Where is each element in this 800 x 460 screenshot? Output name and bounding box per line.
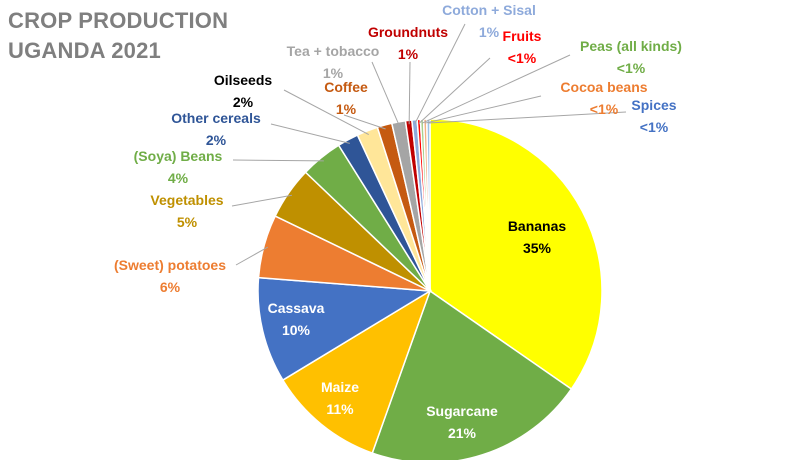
slice-name-other-cereals: Other cereals xyxy=(171,110,261,126)
slice-name-bananas: Bananas xyxy=(508,218,567,234)
leader-line-sweet-potatoes xyxy=(235,246,269,266)
leader-line-soya-beans xyxy=(232,159,324,162)
slice-name-groundnuts: Groundnuts xyxy=(368,24,448,40)
slice-value-oilseeds: 2% xyxy=(233,94,254,110)
slice-label-fruits: Fruits <1% xyxy=(503,28,542,66)
pie-slice-cassava xyxy=(257,276,433,382)
chart-title: CROP PRODUCTION UGANDA 2021 xyxy=(8,8,229,63)
leader-line-tea-tobacco xyxy=(371,61,400,127)
slice-value-other-cereals: 2% xyxy=(206,132,227,148)
slice-value-fruits: <1% xyxy=(508,50,537,66)
slice-value-spices: <1% xyxy=(640,119,669,135)
slice-value-soya-beans: 4% xyxy=(168,170,189,186)
leader-line-peas-all-kinds xyxy=(421,54,571,124)
slice-value-bananas: 35% xyxy=(523,240,552,256)
leader-line-other-cereals xyxy=(270,123,350,144)
slice-name-peas-all-kinds: Peas (all kinds) xyxy=(580,38,682,54)
slice-name-cassava: Cassava xyxy=(268,300,325,316)
leader-line-coffee xyxy=(343,114,386,130)
slice-value-maize: 11% xyxy=(326,401,354,417)
slice-label-cocoa-beans: Cocoa beans <1% xyxy=(560,79,647,117)
slice-value-sweet-potatoes: 6% xyxy=(160,279,181,295)
leader-line-spices xyxy=(428,111,627,124)
slice-value-vegetables: 5% xyxy=(177,214,198,230)
slice-name-coffee: Coffee xyxy=(324,79,368,95)
pie-slice-spices xyxy=(426,118,431,292)
slice-name-maize: Maize xyxy=(321,379,359,395)
slice-name-sugarcane: Sugarcane xyxy=(426,403,498,419)
slice-value-cassava: 10% xyxy=(282,322,311,338)
slice-label-maize: Maize 11% xyxy=(321,379,359,417)
slice-label-soya-beans: (Soya) Beans 4% xyxy=(134,148,223,186)
slice-label-tea-tobacco: Tea + tobacco 1% xyxy=(287,43,380,81)
slice-label-coffee: Coffee 1% xyxy=(324,79,368,117)
leader-line-fruits xyxy=(418,57,491,124)
slice-name-spices: Spices xyxy=(631,97,676,113)
slice-label-bananas: Bananas 35% xyxy=(508,218,567,256)
slice-value-cocoa-beans: <1% xyxy=(590,101,619,117)
slice-name-fruits: Fruits xyxy=(503,28,542,44)
slice-name-vegetables: Vegetables xyxy=(150,192,223,208)
slice-label-peas-all-kinds: Peas (all kinds) <1% xyxy=(580,38,682,76)
slice-name-cotton-sisal: Cotton + Sisal xyxy=(442,2,536,18)
pie-slice-maize xyxy=(281,289,432,454)
slice-value-groundnuts: 1% xyxy=(398,46,419,62)
slice-value-sugarcane: 21% xyxy=(448,425,477,441)
slice-label-sweet-potatoes: (Sweet) potatoes 6% xyxy=(114,257,226,295)
slice-label-vegetables: Vegetables 5% xyxy=(150,192,223,230)
leader-line-oilseeds xyxy=(283,89,369,136)
slice-label-spices: Spices <1% xyxy=(631,97,676,135)
leader-line-groundnuts xyxy=(408,61,411,125)
slice-value-peas-all-kinds: <1% xyxy=(617,60,646,76)
slice-label-cassava: Cassava 10% xyxy=(268,300,325,338)
slice-label-cotton-sisal: Cotton + Sisal 1% xyxy=(442,2,536,40)
pie-slice-sugarcane xyxy=(371,289,573,460)
slice-name-soya-beans: (Soya) Beans xyxy=(134,148,223,164)
slice-label-sugarcane: Sugarcane 21% xyxy=(426,403,498,441)
slice-value-cotton-sisal: 1% xyxy=(479,24,500,40)
slice-name-tea-tobacco: Tea + tobacco xyxy=(287,43,380,59)
pie-slice-bananas xyxy=(429,118,603,391)
slice-name-cocoa-beans: Cocoa beans xyxy=(560,79,647,95)
leader-line-cocoa-beans xyxy=(425,95,542,124)
leader-line-cotton-sisal xyxy=(414,23,466,124)
slice-label-groundnuts: Groundnuts 1% xyxy=(368,24,448,62)
slice-label-other-cereals: Other cereals 2% xyxy=(171,110,261,148)
slice-label-oilseeds: Oilseeds 2% xyxy=(214,72,273,110)
slice-value-tea-tobacco: 1% xyxy=(323,65,344,81)
leader-line-vegetables xyxy=(231,194,293,207)
slice-value-coffee: 1% xyxy=(336,101,357,117)
slice-name-oilseeds: Oilseeds xyxy=(214,72,273,88)
slice-name-sweet-potatoes: (Sweet) potatoes xyxy=(114,257,226,273)
